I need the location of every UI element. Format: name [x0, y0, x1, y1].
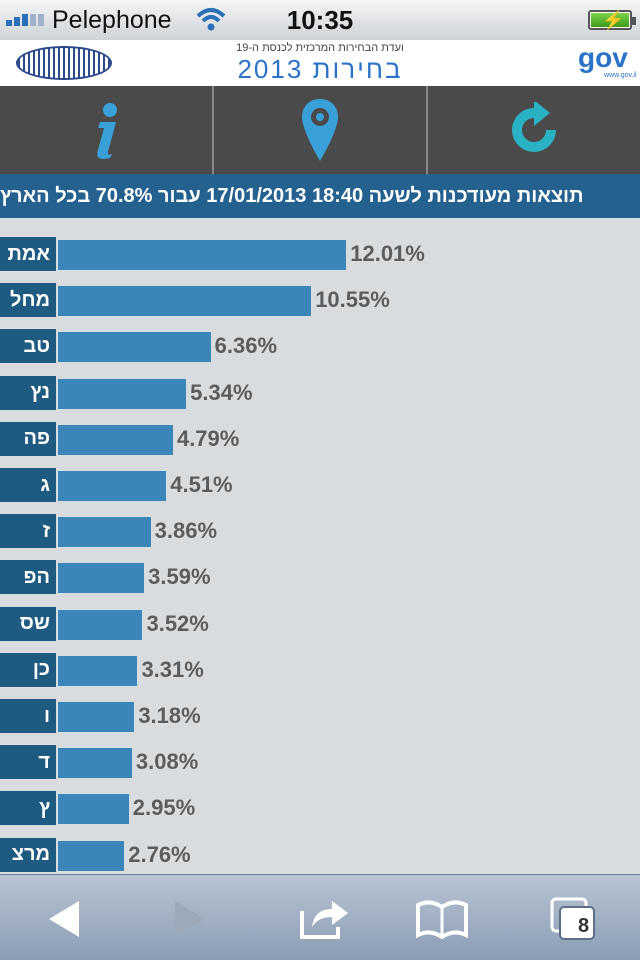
bar-row: מרצ 2.76%: [0, 837, 640, 872]
result-bar: [58, 748, 132, 779]
result-bar: [58, 840, 125, 871]
back-button[interactable]: [34, 889, 94, 949]
result-bar: [58, 240, 347, 270]
gov-url: www.gov.il: [604, 72, 637, 79]
status-bar: Pelephone 10:35 ⚡: [0, 0, 640, 40]
percentage-label: 3.86%: [154, 518, 218, 544]
result-bar: [58, 655, 138, 686]
party-label: ד: [0, 745, 56, 780]
party-label: מחל: [0, 283, 56, 318]
bar-row: מחל 10.55%: [0, 283, 640, 318]
location-button[interactable]: [214, 86, 428, 174]
bar-row: ג 4.51%: [0, 468, 640, 502]
bar-row: ד 3.08%: [0, 745, 640, 780]
party-label: ג: [0, 468, 56, 502]
percentage-label: 3.18%: [138, 703, 201, 728]
knesset-logo: [16, 46, 112, 80]
percentage-label: 6.36%: [214, 333, 278, 359]
result-bar: [58, 332, 211, 363]
bar-row: ז 3.86%: [0, 514, 640, 549]
forward-icon: [175, 901, 205, 937]
bar-row: נץ 5.34%: [0, 375, 640, 410]
percentage-label: 3.59%: [148, 564, 211, 590]
result-bar: [58, 794, 129, 825]
gov-logo: gov: [578, 42, 628, 73]
bar-row: טב 6.36%: [0, 329, 640, 364]
browser-bottom-bar: 8: [0, 874, 640, 960]
percentage-label: 3.52%: [146, 610, 209, 636]
tabs-button[interactable]: 8: [544, 889, 604, 949]
bar-row: שס 3.52%: [0, 606, 640, 641]
bar-row: ו 3.18%: [0, 699, 640, 733]
party-label: כן: [0, 652, 56, 687]
bar-row: אמת 12.01%: [0, 237, 640, 271]
result-bar: [58, 563, 145, 594]
party-label: ו: [0, 699, 56, 733]
percentage-label: 10.55%: [315, 287, 390, 313]
percentage-label: 2.76%: [128, 841, 191, 867]
result-bar: [58, 424, 173, 455]
result-bar: [58, 517, 151, 548]
signal-strength-icon: [6, 14, 44, 26]
wifi-icon: [196, 6, 226, 37]
party-label: אמת: [0, 237, 56, 271]
refresh-icon: [512, 102, 556, 152]
refresh-button[interactable]: [428, 86, 640, 174]
results-header: תוצאות מעודכנות לשעה 18:40 17/01/2013 עב…: [0, 174, 640, 218]
header-subtitle: ועדת הבחירות המרכזית לכנסת ה-19: [236, 42, 404, 54]
forward-button[interactable]: [160, 889, 220, 949]
percentage-label: 3.31%: [141, 656, 204, 682]
percentage-label: 4.51%: [170, 472, 233, 497]
location-pin-icon: [302, 99, 338, 161]
percentage-label: 4.79%: [176, 425, 240, 451]
bookmarks-icon: [416, 900, 468, 939]
party-label: ץ: [0, 791, 56, 826]
share-button[interactable]: [294, 889, 354, 949]
app-header: ועדת הבחירות המרכזית לכנסת ה-19 בחירות 2…: [0, 40, 640, 86]
party-label: מרצ: [0, 837, 56, 872]
result-bar: [58, 378, 187, 409]
status-time: 10:35: [286, 5, 354, 35]
bookmarks-button[interactable]: [412, 889, 472, 949]
result-bar: [58, 702, 135, 732]
share-icon: [300, 901, 348, 939]
tabs-icon: [550, 897, 595, 940]
party-label: פה: [0, 421, 56, 456]
result-bar: [58, 286, 312, 317]
percentage-label: 3.08%: [135, 749, 199, 775]
bar-row: הפ 3.59%: [0, 560, 640, 595]
percentage-label: 12.01%: [350, 241, 425, 266]
percentage-label: 2.95%: [132, 795, 196, 821]
bar-row: ץ 2.95%: [0, 791, 640, 826]
battery-charging-icon: ⚡: [588, 10, 636, 30]
results-chart: אמת 12.01% מחל 10.55% טב 6.36% נץ 5.34% פה 4.79% ג…: [0, 218, 640, 874]
info-button[interactable]: [0, 86, 214, 174]
party-label: נץ: [0, 375, 56, 410]
header-title: בחירות 2013: [237, 54, 403, 84]
party-label: טב: [0, 329, 56, 364]
bar-row: כן 3.31%: [0, 652, 640, 687]
party-label: ז: [0, 514, 56, 549]
back-icon: [49, 901, 79, 937]
info-icon: [97, 103, 117, 159]
toolbar: [0, 86, 640, 174]
tab-count: 8: [578, 915, 590, 937]
bar-row: פה 4.79%: [0, 421, 640, 456]
result-bar: [58, 471, 167, 501]
carrier-name: Pelephone: [52, 6, 172, 34]
percentage-label: 5.34%: [190, 379, 253, 405]
result-bar: [58, 609, 143, 640]
party-label: שס: [0, 606, 56, 641]
party-label: הפ: [0, 560, 56, 595]
